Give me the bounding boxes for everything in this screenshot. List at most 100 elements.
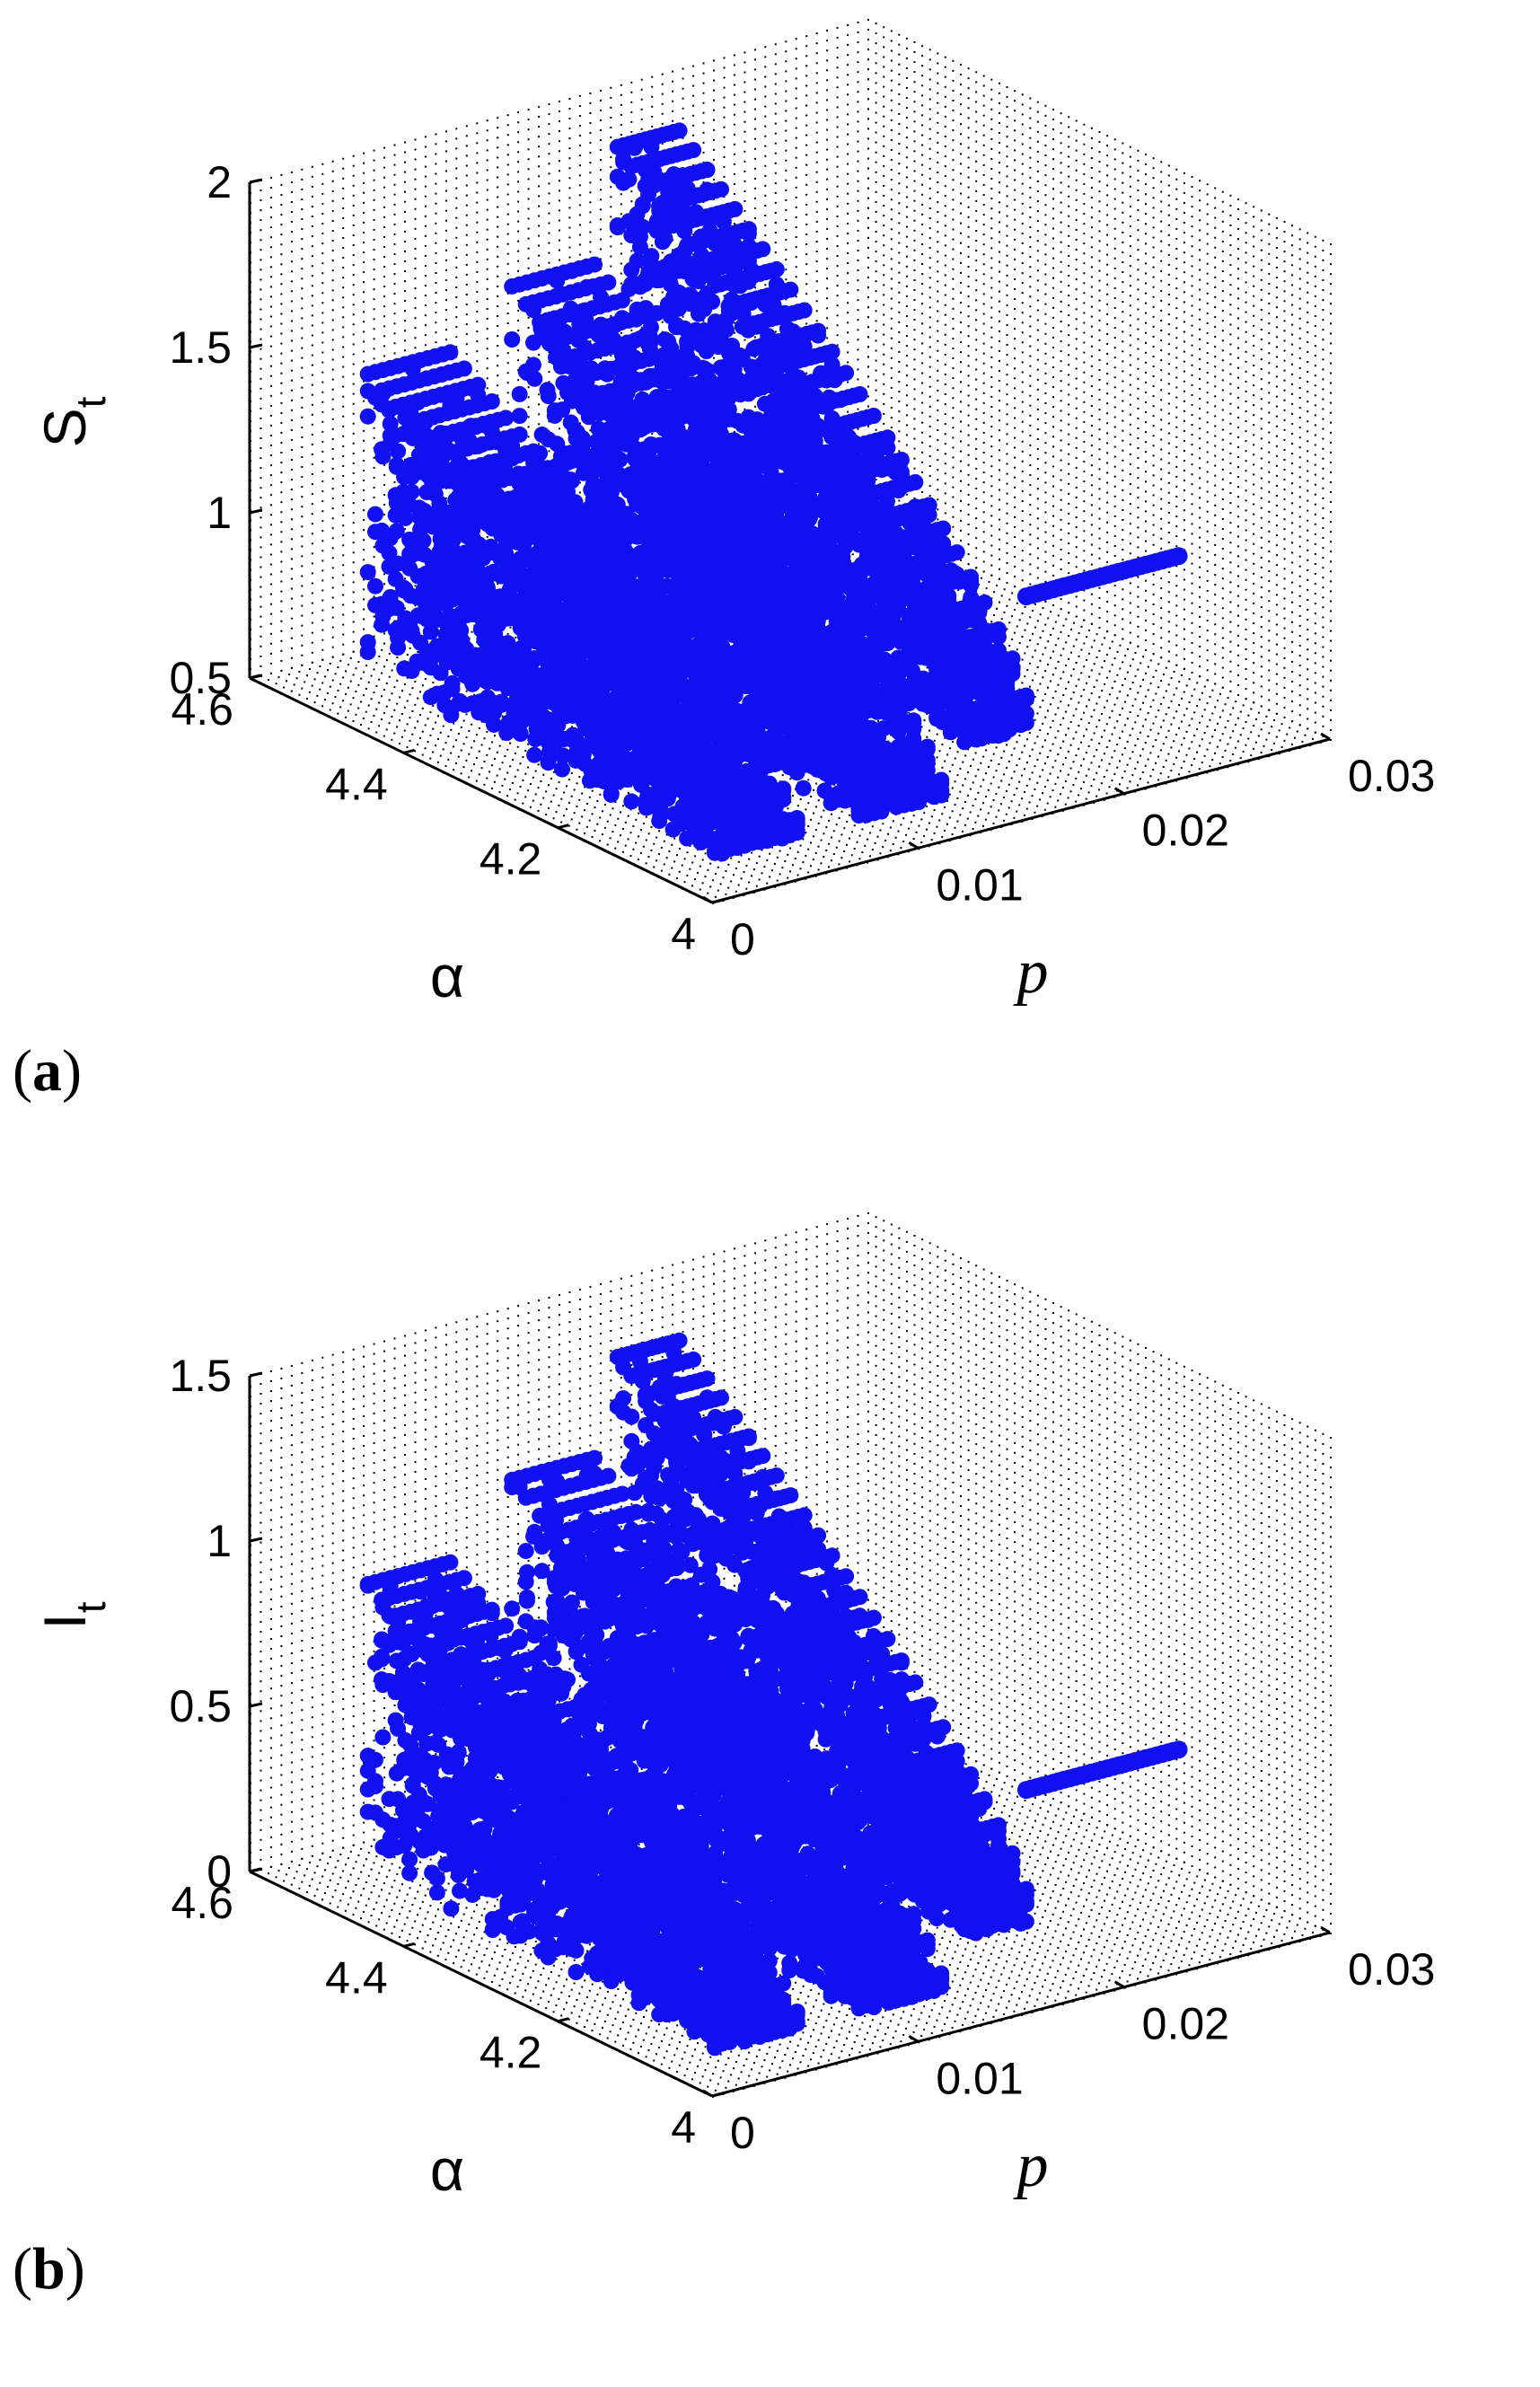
data-point <box>455 640 472 657</box>
data-point <box>455 568 472 585</box>
data-point <box>483 598 500 615</box>
data-point <box>622 697 639 714</box>
data-point <box>561 624 578 641</box>
data-point <box>664 688 682 705</box>
data-point <box>388 495 405 512</box>
data-point <box>571 502 588 519</box>
z-tick-label: 1.5 <box>169 322 232 373</box>
data-point <box>738 633 755 650</box>
data-point <box>771 714 788 731</box>
data-point <box>422 623 439 640</box>
data-point <box>981 715 999 732</box>
data-point <box>647 771 664 788</box>
data-point <box>549 582 566 599</box>
zlabel: St <box>31 396 114 447</box>
data-point <box>576 755 593 771</box>
data-point <box>663 767 680 784</box>
data-point <box>857 640 874 657</box>
data-point <box>836 718 853 735</box>
data-point <box>765 609 782 626</box>
data-point <box>849 712 867 729</box>
alpha-tick-label: 4.2 <box>480 834 542 885</box>
data-point <box>795 780 812 797</box>
data-point <box>455 489 472 506</box>
data-point <box>563 392 580 410</box>
data-point <box>757 708 773 725</box>
data-point <box>578 533 595 551</box>
data-point <box>578 278 595 295</box>
data-point <box>552 639 569 656</box>
data-point <box>800 624 817 641</box>
data-point <box>578 373 595 390</box>
p-tick-label: 0.02 <box>1142 806 1229 856</box>
data-point <box>763 728 780 745</box>
data-point <box>504 438 521 454</box>
data-point <box>511 385 528 402</box>
data-point <box>511 408 528 425</box>
data-point <box>605 444 622 461</box>
data-point <box>612 535 629 552</box>
data-point <box>427 486 444 503</box>
data-point <box>604 642 621 659</box>
data-point <box>508 711 524 728</box>
data-point <box>601 728 618 745</box>
data-point <box>382 589 399 605</box>
data-point <box>905 730 922 747</box>
data-point <box>836 692 853 709</box>
data-point <box>525 621 542 639</box>
data-point <box>612 374 629 391</box>
data-point <box>442 607 459 624</box>
data-point <box>737 582 754 599</box>
data-point <box>662 594 679 611</box>
alpha-tick-mark <box>403 748 416 754</box>
p-tick-mark <box>908 841 920 850</box>
data-point <box>696 673 713 690</box>
data-point <box>591 616 608 633</box>
z-tick-label: 0.5 <box>169 653 232 703</box>
data-point <box>600 524 617 541</box>
data-point <box>891 762 908 779</box>
data-point <box>704 788 721 806</box>
data-point <box>620 482 638 499</box>
data-point <box>652 806 669 824</box>
data-point <box>788 810 805 826</box>
data-point <box>620 398 637 415</box>
data-point <box>656 632 673 649</box>
data-point <box>698 742 715 759</box>
data-point <box>554 486 571 503</box>
data-point <box>518 577 535 594</box>
data-point <box>738 668 755 685</box>
data-point <box>836 677 853 694</box>
data-point <box>419 609 436 626</box>
data-point <box>432 665 449 682</box>
data-point <box>709 618 726 635</box>
data-point <box>814 735 830 752</box>
data-point <box>470 647 487 665</box>
data-point <box>462 542 479 559</box>
data-point <box>448 506 465 524</box>
data-point <box>640 530 657 547</box>
data-point <box>448 458 465 475</box>
z-tick-mark <box>249 343 263 349</box>
data-point <box>814 642 832 659</box>
data-point <box>580 688 597 705</box>
data-point <box>870 649 887 666</box>
data-point <box>631 278 648 295</box>
data-point <box>711 664 727 681</box>
p-tick-label: 0 <box>730 914 755 964</box>
data-point <box>511 498 528 515</box>
data-point <box>605 386 622 403</box>
z-tick-label: 1 <box>207 488 232 538</box>
data-point <box>622 712 639 729</box>
data-point <box>418 508 436 525</box>
p-tick-label: 0.03 <box>1348 751 1435 801</box>
data-point <box>615 154 632 171</box>
data-point <box>620 469 638 486</box>
data-point <box>397 410 414 427</box>
data-point <box>586 547 603 564</box>
data-point <box>634 593 651 610</box>
data-point <box>497 641 515 658</box>
data-point <box>427 576 444 593</box>
data-point <box>615 419 632 436</box>
data-point <box>754 744 771 762</box>
